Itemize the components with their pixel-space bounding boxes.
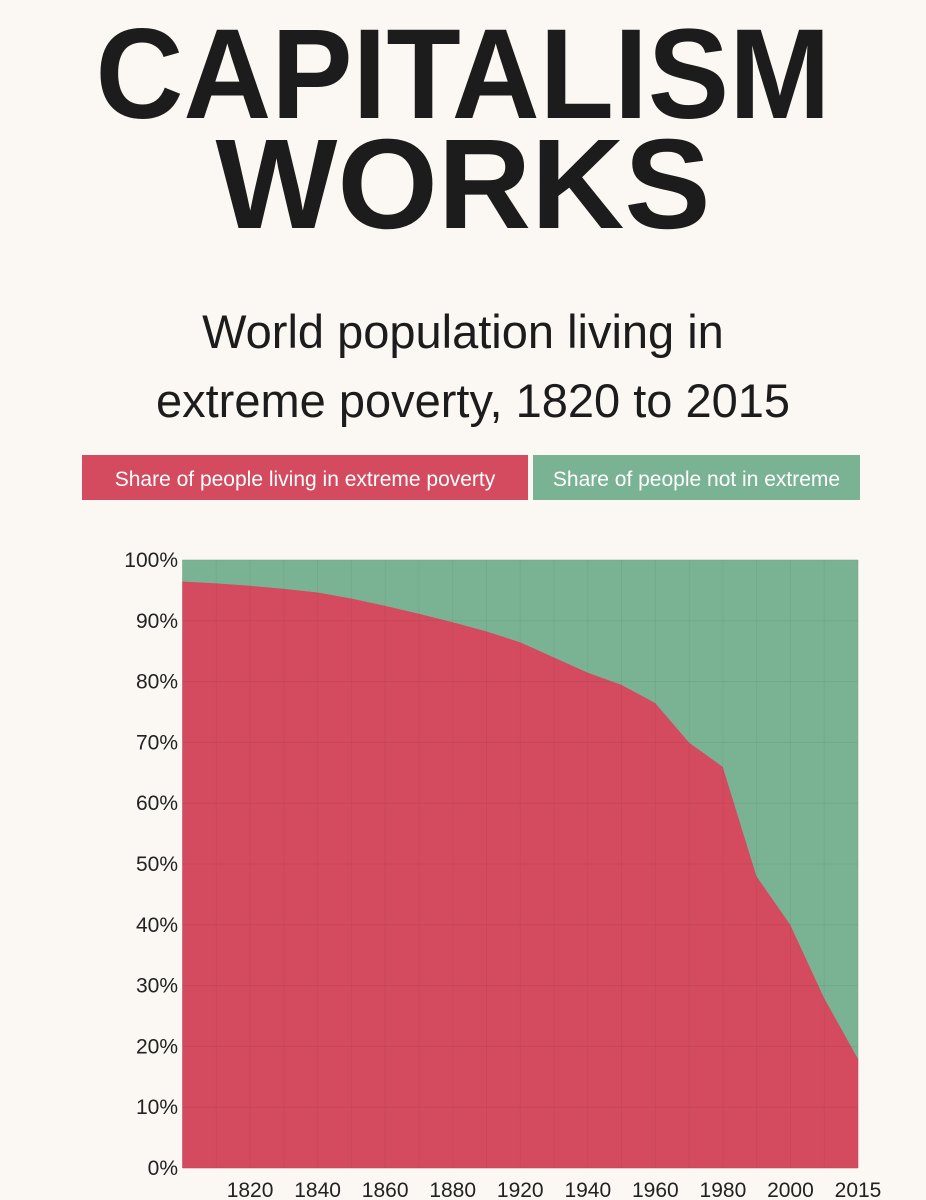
y-tick-label: 10% — [136, 1096, 178, 1119]
x-tick-label: 2000 — [767, 1179, 814, 1200]
x-tick-label: 1940 — [564, 1179, 611, 1200]
x-tick-label: 1960 — [632, 1179, 679, 1200]
x-tick-label: 1860 — [362, 1179, 409, 1200]
y-tick-label: 70% — [136, 731, 178, 754]
legend-swatch — [533, 455, 860, 500]
y-tick-label: 0% — [148, 1157, 178, 1180]
x-tick-label: 1840 — [294, 1179, 341, 1200]
y-tick-label: 30% — [136, 975, 178, 998]
x-tick-label: 1820 — [227, 1179, 274, 1200]
chart-subtitle: World population living in — [202, 305, 724, 358]
chart-subtitle: extreme poverty, 1820 to 2015 — [156, 374, 790, 427]
chart-title: CAPITALISM — [96, 3, 831, 146]
y-tick-label: 20% — [136, 1035, 178, 1058]
y-tick-label: 80% — [136, 671, 178, 694]
chart-title: WORKS — [216, 113, 711, 256]
legend-label: Share of people not in extreme — [553, 468, 840, 491]
legend-swatch — [82, 455, 528, 500]
legend-label: Share of people living in extreme povert… — [115, 468, 496, 491]
area — [182, 559, 859, 1060]
y-tick-label: 60% — [136, 792, 178, 815]
y-tick-label: 90% — [136, 610, 178, 633]
x-tick-label: 2015 — [835, 1179, 882, 1200]
x-tick-label: 1880 — [429, 1179, 476, 1200]
x-tick-label: 1920 — [497, 1179, 544, 1200]
y-tick-label: 40% — [136, 914, 178, 937]
x-tick-label: 1980 — [700, 1179, 747, 1200]
y-tick-label: 100% — [124, 549, 178, 572]
y-tick-label: 50% — [136, 853, 178, 876]
